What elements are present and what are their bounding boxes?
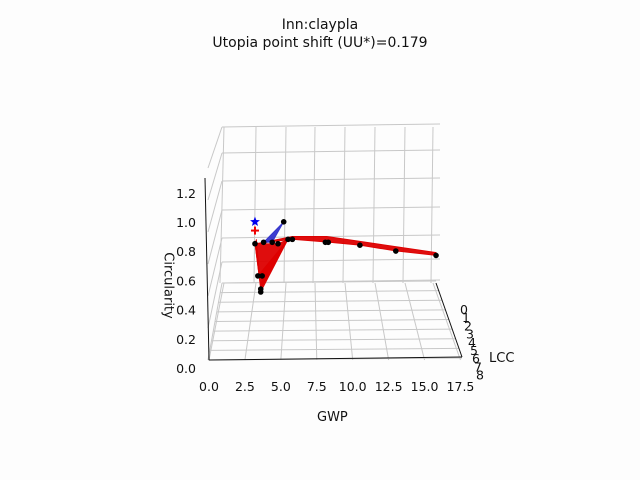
z-axis-label: Circularity xyxy=(160,252,176,319)
data-point xyxy=(275,240,281,247)
gridline-floor-y xyxy=(221,280,437,284)
x-tick-label: 0.0 xyxy=(199,379,219,394)
chart-subtitle: Utopia point shift (UU*)=0.179 xyxy=(212,35,428,51)
data-point xyxy=(252,240,258,247)
x-tick-label: 10.0 xyxy=(339,379,367,394)
y-tick-label: 4 xyxy=(468,335,476,350)
gridline-left-z xyxy=(207,180,223,233)
gridline-floor-y xyxy=(220,290,440,294)
y-tick-label: 0 xyxy=(460,302,468,317)
y-axis-label: LCC xyxy=(489,351,515,366)
data-point xyxy=(357,242,363,248)
gridline-back-x xyxy=(253,126,257,284)
data-point xyxy=(260,239,267,246)
gridline-back-z xyxy=(221,234,441,239)
z-tick-label: 0.6 xyxy=(176,273,196,288)
y-tick-label: 6 xyxy=(472,351,480,366)
gridline-left-z xyxy=(207,209,223,265)
gridline-back-x xyxy=(430,126,434,284)
z-tick-label: 0.2 xyxy=(176,332,196,347)
y-tick-label: 8 xyxy=(476,368,484,383)
gridline-back-z xyxy=(221,123,441,128)
data-point xyxy=(325,239,332,246)
gridline-left-z xyxy=(207,126,223,169)
z-tick-label: 1.0 xyxy=(176,215,196,230)
gridline-back-z xyxy=(221,149,441,154)
x-tick-label: 12.5 xyxy=(375,379,403,394)
gridline-floor-x xyxy=(244,282,257,361)
utopia-point-star xyxy=(250,216,260,227)
x-tick-label: 2.5 xyxy=(235,379,255,394)
z-tick-label: 0.0 xyxy=(176,361,196,376)
gridline-floor-x xyxy=(404,282,426,361)
data-point xyxy=(285,236,291,243)
surface-shift-triangle xyxy=(262,221,285,243)
gridline-back-x xyxy=(402,126,406,284)
data-point xyxy=(257,289,264,295)
y-tick-label: 7 xyxy=(474,359,482,374)
gridline-back-x xyxy=(372,126,376,284)
gridline-floor-x xyxy=(280,282,287,361)
y-tick-label: 1 xyxy=(462,310,470,325)
gridline-floor-y xyxy=(211,338,456,342)
gridline-floor-y xyxy=(216,309,446,313)
y-tick-label: 5 xyxy=(470,343,478,358)
data-point xyxy=(280,219,287,225)
x-tick-label: 5.0 xyxy=(271,379,291,394)
data-point xyxy=(393,248,399,254)
gridline-floor-y xyxy=(214,319,450,322)
y-tick-label: 3 xyxy=(466,327,474,342)
z-tick-label: 1.2 xyxy=(176,186,196,201)
chart-title: Inn:claypla xyxy=(281,17,359,33)
x-axis-label: GWP xyxy=(317,410,348,425)
gridline-back-x xyxy=(283,126,287,284)
gridline-floor-y xyxy=(218,299,443,303)
x-axis-line xyxy=(208,356,463,361)
z-axis-line xyxy=(204,177,210,361)
z-tick-label: 0.8 xyxy=(176,244,196,259)
gridline-floor-y xyxy=(209,347,459,351)
gridline-floor-x xyxy=(344,282,354,361)
gridline-floor-y xyxy=(213,328,453,332)
tick-labels: 0.0 2.5 5.0 7.5 10.0 12.5 15.0 17.5 0.0 0.2 0.4 0.6… xyxy=(176,186,484,394)
gridline-floor-x xyxy=(374,282,390,361)
data-point xyxy=(289,236,296,243)
gridline-left-z xyxy=(207,152,223,201)
gridline-back-x xyxy=(219,126,225,284)
gridline-floor-x xyxy=(208,282,225,361)
data-point xyxy=(269,239,276,246)
x-tick-label: 7.5 xyxy=(307,379,327,394)
gridline-floor-x xyxy=(314,282,318,361)
y-tick-label: 2 xyxy=(464,318,472,333)
gridline-floor-x xyxy=(432,282,461,361)
gridline-left-z xyxy=(207,237,223,297)
data-point xyxy=(433,252,439,259)
data-points xyxy=(250,216,439,295)
y-axis-line xyxy=(435,282,463,358)
gridline-back-z xyxy=(221,206,441,211)
gridline-back-z xyxy=(221,177,441,182)
gridline-back-x xyxy=(342,126,346,284)
z-tick-label: 0.4 xyxy=(176,303,196,318)
gridline-back-x xyxy=(312,126,316,284)
x-tick-label: 15.0 xyxy=(411,379,439,394)
x-tick-label: 17.5 xyxy=(447,379,475,394)
data-point xyxy=(255,273,261,279)
data-point xyxy=(259,273,265,279)
gridline-left-z xyxy=(207,261,223,329)
